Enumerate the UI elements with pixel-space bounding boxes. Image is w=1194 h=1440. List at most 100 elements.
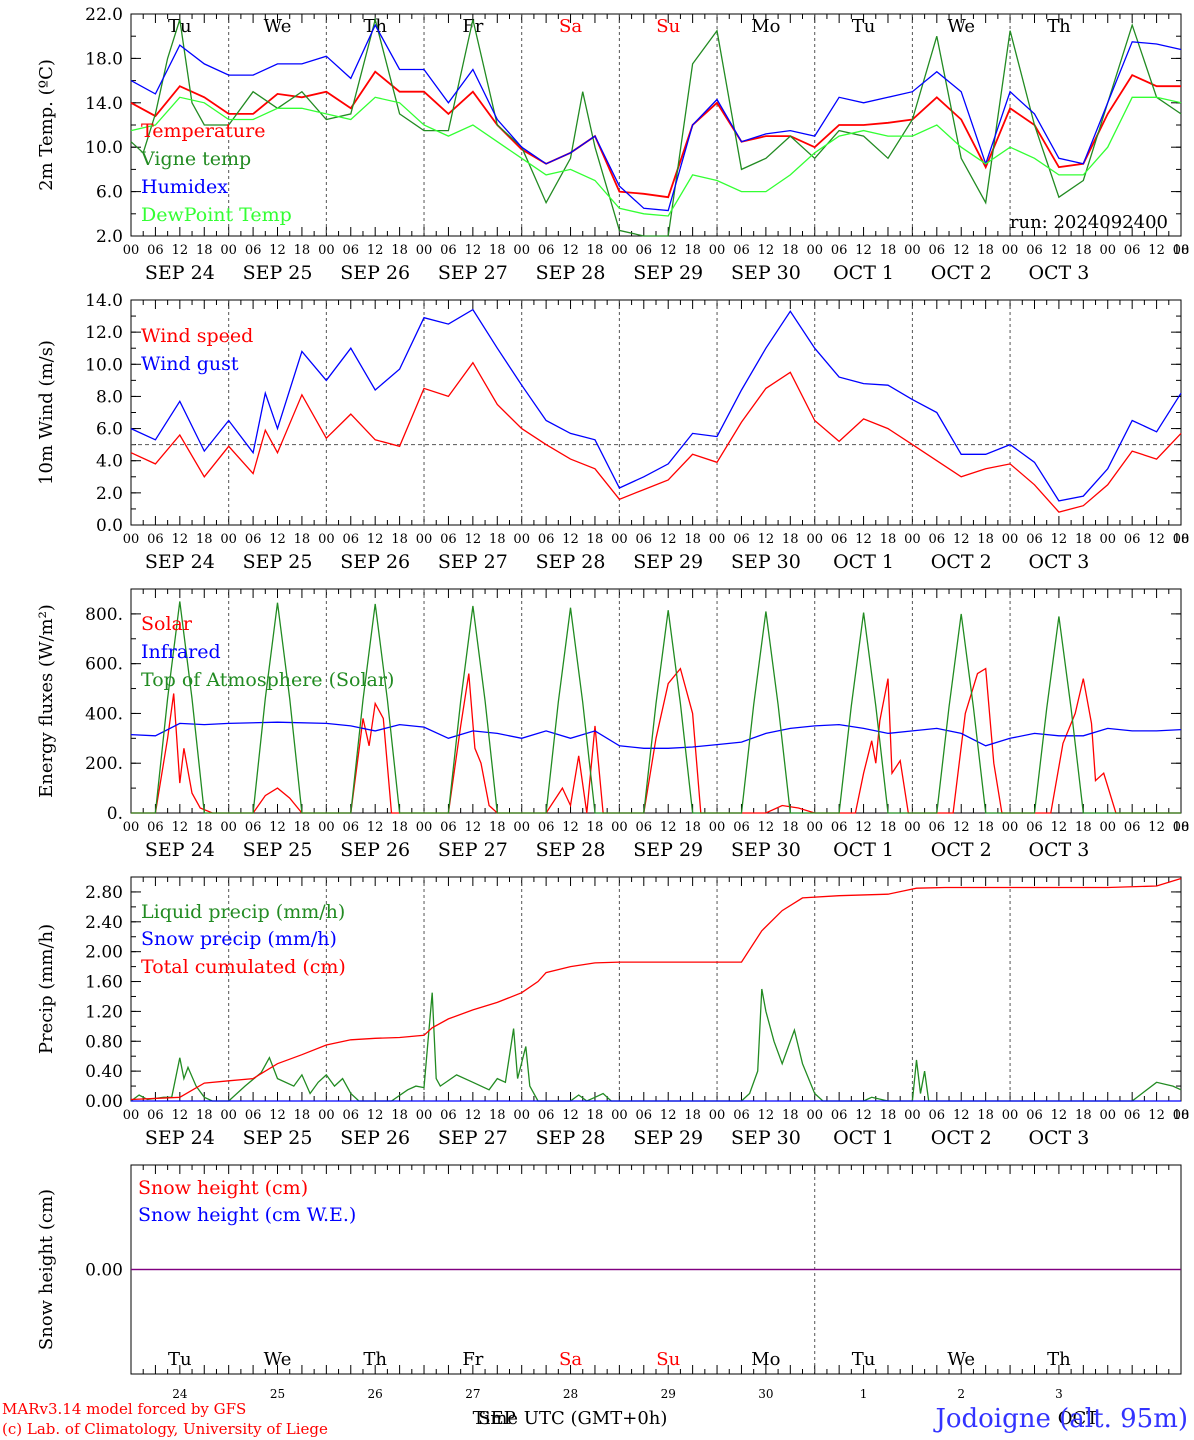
hour-label: 00 [806,1108,823,1123]
hour-label: 12 [660,243,677,258]
hour-label: 18 [782,243,799,258]
lab-credit: (c) Lab. of Climatology, University of L… [2,1420,328,1438]
y-tick-label: 2.40 [85,913,123,933]
y-axis-title: Snow height (cm) [36,1189,57,1350]
hour-label: 12 [953,1108,970,1123]
day-name-th: Th [1047,16,1071,37]
date-label: OCT 3 [1028,551,1089,573]
date-label: SEP 24 [145,839,215,861]
day-name-sa: Sa [559,16,582,37]
y-tick-label: 10.0 [85,355,123,375]
date-label: SEP 25 [243,839,313,861]
hour-label: 12 [953,820,970,835]
legend-entry: Vigne temp [140,148,251,170]
y-tick-label: 8.0 [96,387,123,407]
hour-label: 18 [1075,532,1092,547]
date-label: OCT 3 [1028,839,1089,861]
date-label: SEP 27 [438,1127,508,1149]
date-label: SEP 24 [145,551,215,573]
hour-label: 12 [1148,1108,1165,1123]
panel-frame-wind [130,299,1182,526]
y-tick-label: 6.0 [96,420,123,440]
hour-label: 06 [1026,532,1043,547]
y-tick-label: 2.0 [96,484,123,504]
hour-label: 00 [513,1108,530,1123]
day-name-we: We [947,16,975,37]
hour-label: 18 [1075,243,1092,258]
series-line-total-cumulated-cm- [130,877,1182,1101]
hour-label: 12 [758,820,775,835]
legend-entry: Humidex [141,176,228,198]
hour-label: 00 [123,243,140,258]
hour-label: 06 [342,1108,359,1123]
legend-entry: Snow height (cm W.E.) [138,1204,356,1226]
hour-label: 06 [831,532,848,547]
hour-label: 06 [1124,243,1141,258]
hour-label: 18 [977,532,994,547]
day-name-fr: Fr [462,1349,483,1370]
hour-label: 12 [172,532,189,547]
hour-label: 00 [513,243,530,258]
day-name-we: We [947,1349,975,1370]
date-label: SEP 30 [731,551,801,573]
hour-label: 00 [1099,1108,1116,1123]
hour-label: 18 [782,532,799,547]
hour-label: 00 [611,1108,628,1123]
hour-label: 12 [172,1108,189,1123]
y-tick-label: 6.0 [96,183,123,203]
hour-label: 00 [123,820,140,835]
hour-label: 00 [416,820,433,835]
hour-label: 06 [538,1108,555,1123]
hour-label: 18 [1173,820,1190,835]
series-line-vigne-temp [130,17,1182,237]
hour-label: 12 [1051,532,1068,547]
hour-label: 00 [1099,243,1116,258]
day-name-mo: Mo [751,1349,780,1370]
day-number: 28 [563,1387,578,1401]
hour-label: 12 [269,820,286,835]
hour-label: 12 [562,243,579,258]
legend-entry: DewPoint Temp [141,204,292,226]
date-label: SEP 25 [243,551,313,573]
y-tick-label: 800. [85,605,123,625]
hour-label: 18 [294,243,311,258]
date-label: OCT 1 [833,839,894,861]
hour-label: 12 [172,820,189,835]
date-label: SEP 25 [243,1127,313,1149]
hour-label: 00 [123,1108,140,1123]
hour-label: 18 [684,243,701,258]
y-tick-label: 14.0 [85,94,123,114]
hour-label: 18 [684,820,701,835]
date-label: SEP 27 [438,551,508,573]
y-tick-label: 0.00 [85,1261,123,1281]
y-tick-label: 10.0 [85,138,123,158]
hour-label: 00 [611,820,628,835]
hour-label: 18 [587,243,604,258]
hour-label: 06 [1026,820,1043,835]
hour-label: 00 [904,532,921,547]
hour-label: 12 [758,1108,775,1123]
hour-label: 18 [587,532,604,547]
hour-label: 00 [709,532,726,547]
hour-label: 18 [587,1108,604,1123]
day-name-th: Th [1047,1349,1071,1370]
hour-label: 06 [1124,820,1141,835]
legend-entry: Wind gust [141,353,239,375]
hour-label: 18 [489,1108,506,1123]
hour-label: 00 [1099,532,1116,547]
y-tick-label: 1.60 [85,973,123,993]
hour-label: 00 [1002,1108,1019,1123]
hour-label: 12 [562,820,579,835]
x-axis-title: Time UTC (GMT+0h) [473,1408,668,1429]
hour-label: 12 [660,1108,677,1123]
hour-label: 06 [538,532,555,547]
hour-label: 12 [953,532,970,547]
hour-label: 18 [196,820,213,835]
hour-label: 18 [977,1108,994,1123]
legend-entry: Solar [141,613,193,635]
station-label: Jodoigne (alt. 95m) [935,1404,1188,1434]
day-name-we: We [264,16,292,37]
hour-label: 00 [806,820,823,835]
legend-entry: Wind speed [141,325,253,347]
hour-label: 06 [147,243,164,258]
